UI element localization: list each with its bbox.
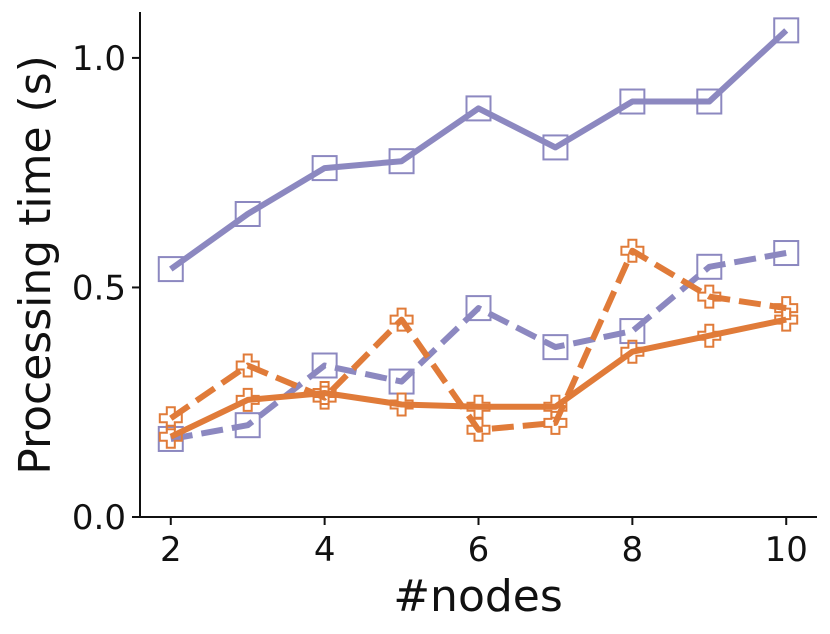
series-3 (158, 307, 799, 449)
x-tick-label: 8 (622, 530, 644, 570)
data-point-square (388, 148, 415, 175)
series-group (157, 17, 800, 452)
data-point-plus (389, 392, 414, 417)
series-line (169, 247, 787, 433)
data-point-plus (158, 406, 183, 431)
x-axis-title: #nodes (393, 571, 563, 622)
data-point-square (696, 253, 723, 280)
y-tick-label: 1.0 (72, 39, 126, 79)
data-point-square (234, 201, 261, 227)
data-point-square (619, 88, 646, 115)
data-point-square (696, 88, 723, 115)
x-tick-label: 4 (314, 530, 336, 570)
x-tick-label: 2 (160, 530, 182, 570)
data-point-square (542, 134, 569, 161)
series-line (169, 316, 787, 440)
data-point-square (542, 334, 569, 361)
data-point-square (773, 17, 800, 44)
x-tick-label: 6 (468, 530, 490, 570)
data-point-square (465, 295, 492, 322)
data-point-plus (697, 284, 722, 309)
data-point-plus (389, 307, 414, 332)
data-point-square (157, 256, 184, 283)
data-point-plus (466, 417, 491, 442)
data-point-plus (620, 339, 645, 364)
data-point-square (311, 155, 338, 182)
data-point-plus (774, 296, 799, 321)
series-line (170, 250, 787, 442)
y-tick-label: 0.5 (72, 268, 126, 308)
series-2 (157, 240, 800, 452)
data-point-square (773, 240, 800, 267)
ticks: 2 4 6 8 10 0.0 0.5 1.0 (72, 39, 808, 570)
data-point-square (465, 95, 492, 122)
data-point-square (619, 318, 646, 345)
y-axis-title: Processing time (s) (10, 55, 61, 475)
series-line (169, 28, 789, 272)
data-point-square (234, 412, 261, 439)
data-point-plus (158, 424, 183, 449)
data-point-plus (235, 387, 260, 412)
data-point-square (311, 352, 338, 379)
series-1 (157, 17, 800, 283)
y-tick-label: 0.0 (72, 498, 126, 538)
data-point-plus (312, 385, 337, 410)
data-point-plus (543, 410, 568, 435)
data-point-plus (235, 353, 260, 378)
data-point-plus (620, 238, 645, 263)
data-point-plus (697, 323, 722, 348)
x-tick-label: 10 (765, 530, 808, 570)
series-4 (158, 238, 799, 442)
